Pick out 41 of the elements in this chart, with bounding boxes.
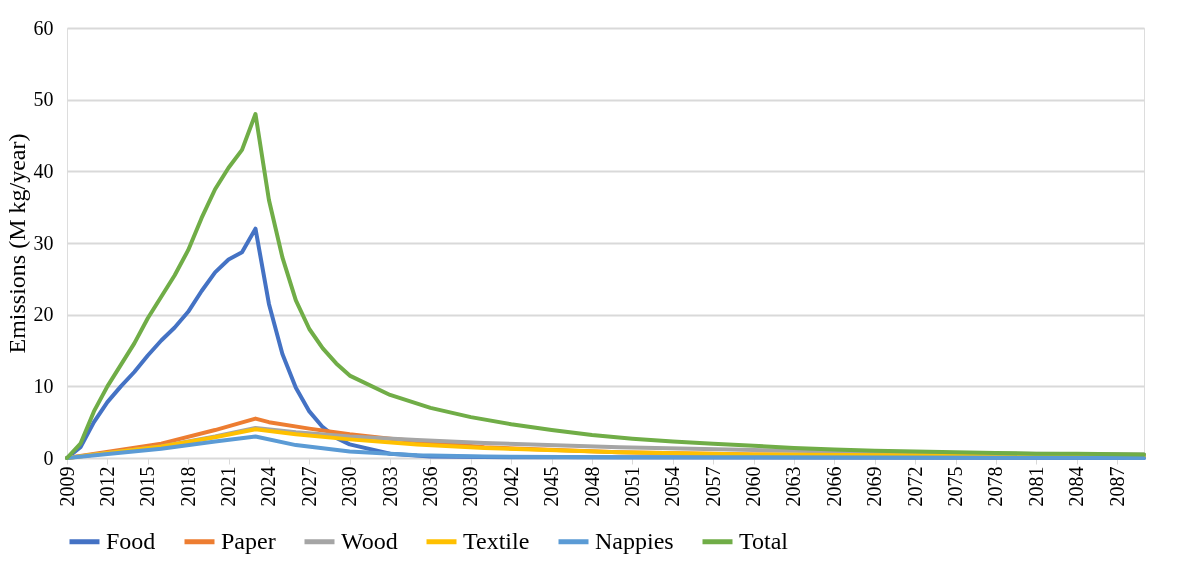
x-tick-label: 2030 — [338, 466, 361, 507]
x-tick-label: 2084 — [1065, 466, 1088, 507]
x-tick-label: 2036 — [418, 466, 441, 507]
y-tick-label: 20 — [33, 303, 54, 326]
x-tick-label: 2039 — [459, 466, 482, 507]
legend-label: Paper — [221, 527, 276, 554]
x-tick-label: 2048 — [580, 466, 603, 507]
x-tick-label: 2024 — [257, 466, 280, 507]
y-tick-label: 0 — [43, 446, 54, 469]
x-tick-label: 2015 — [136, 466, 159, 507]
y-tick-label: 40 — [33, 159, 54, 182]
x-tick-label: 2018 — [176, 466, 199, 507]
x-tick-label: 2069 — [863, 466, 886, 507]
x-tick-label: 2054 — [661, 466, 684, 507]
x-tick-label: 2072 — [903, 466, 926, 507]
x-tick-label: 2027 — [297, 466, 320, 507]
x-tick-label: 2057 — [701, 466, 724, 507]
legend-label: Total — [739, 527, 789, 554]
x-tick-label: 2033 — [378, 466, 401, 507]
x-tick-label: 2012 — [95, 466, 118, 507]
x-tick-label: 2021 — [217, 466, 240, 507]
y-axis-title: Emissions (M kg/year) — [3, 133, 30, 354]
x-tick-label: 2051 — [620, 466, 643, 507]
x-tick-label: 2045 — [540, 466, 563, 507]
y-tick-label: 60 — [33, 16, 54, 39]
x-tick-label: 2066 — [822, 466, 845, 507]
y-tick-label: 30 — [33, 231, 54, 254]
legend-label: Textile — [463, 527, 530, 554]
x-tick-label: 2060 — [742, 466, 765, 507]
x-tick-label: 2078 — [984, 466, 1007, 507]
x-tick-label: 2075 — [944, 466, 967, 507]
x-tick-label: 2009 — [55, 466, 78, 507]
y-tick-label: 50 — [33, 88, 54, 111]
legend-label: Nappies — [595, 527, 674, 554]
x-tick-label: 2063 — [782, 466, 805, 507]
y-tick-label: 10 — [33, 374, 54, 397]
legend-label: Wood — [341, 527, 398, 554]
x-tick-label: 2087 — [1105, 466, 1128, 507]
x-tick-label: 2042 — [499, 466, 522, 507]
x-tick-label: 2081 — [1024, 466, 1047, 507]
legend-label: Food — [106, 527, 156, 554]
